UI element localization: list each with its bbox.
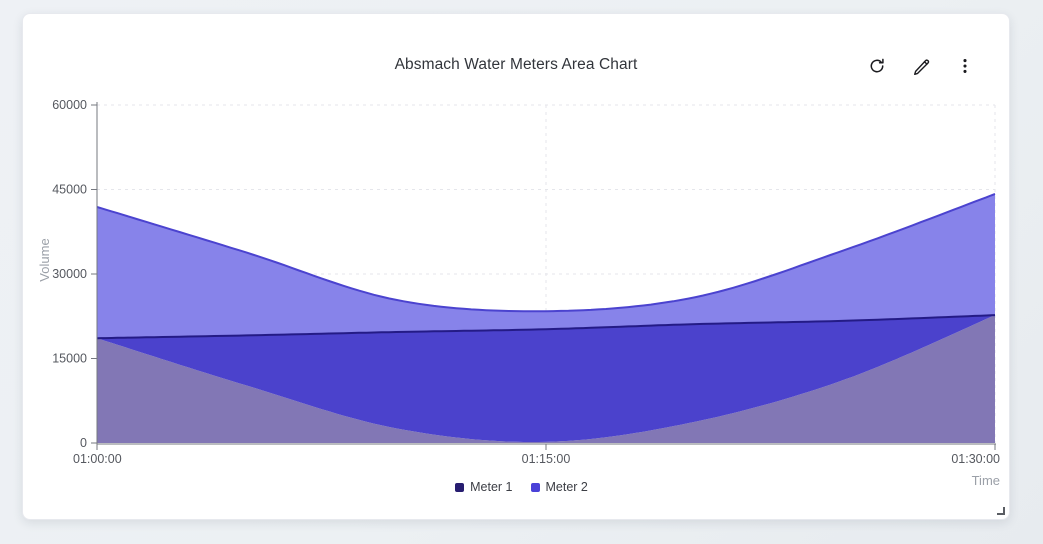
- y-axis-name: Volume: [37, 238, 52, 281]
- x-tick-label: 01:30:00: [951, 452, 1000, 466]
- widget-toolbar: [859, 50, 983, 82]
- y-tick-label: 0: [80, 436, 87, 450]
- y-tick-label: 30000: [52, 267, 87, 281]
- refresh-button[interactable]: [859, 50, 895, 82]
- x-axis-name: Time: [972, 473, 1000, 488]
- meter1-line: [96, 314, 996, 340]
- chart-title: Absmach Water Meters Area Chart: [394, 56, 638, 73]
- meter2-line: [96, 193, 996, 313]
- menu-button[interactable]: [947, 50, 983, 82]
- kebab-menu-icon: [963, 59, 967, 73]
- area-overlap: [97, 315, 995, 442]
- area-meter1-only: [97, 315, 995, 443]
- legend-item-meter-1[interactable]: Meter 1: [455, 480, 513, 494]
- y-tick-label: 45000: [52, 183, 87, 197]
- legend-item-meter-2[interactable]: Meter 2: [530, 480, 588, 494]
- legend-label: Meter 1: [470, 480, 513, 494]
- y-tick-label: 60000: [52, 98, 87, 112]
- x-tick-label: 01:15:00: [522, 452, 571, 466]
- area-meter2-only: [97, 194, 995, 339]
- legend-swatch: [455, 482, 465, 492]
- edit-button[interactable]: [903, 50, 939, 82]
- y-tick-label: 15000: [52, 352, 87, 366]
- legend-swatch: [530, 482, 540, 492]
- pencil-icon: [914, 59, 930, 75]
- corner-resize-icon[interactable]: [994, 504, 1006, 516]
- refresh-icon: [870, 58, 884, 73]
- chart-legend: Meter 1 Meter 2: [0, 480, 1043, 494]
- legend-label: Meter 2: [545, 480, 588, 494]
- x-tick-label: 01:00:00: [73, 452, 122, 466]
